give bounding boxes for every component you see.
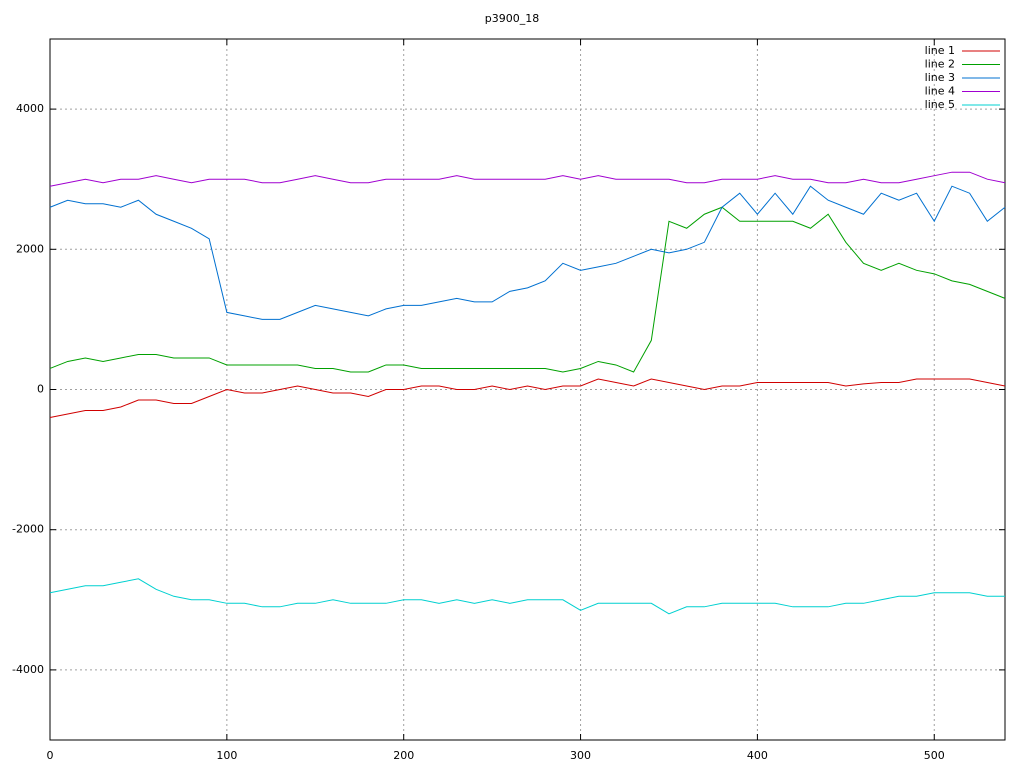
- plot-border: [49, 38, 1006, 741]
- x-tick-label: 100: [216, 749, 237, 762]
- legend-label: line 2: [925, 58, 955, 71]
- x-tick-label: 500: [924, 749, 945, 762]
- legend-label: line 4: [925, 85, 955, 98]
- series-line: [49, 185, 1006, 320]
- series-line: [49, 378, 1006, 419]
- series-line: [49, 578, 1005, 615]
- x-tick-label: 200: [393, 749, 414, 762]
- legend-label: line 3: [925, 71, 955, 84]
- y-tick-label: -4000: [12, 663, 44, 676]
- x-tick-label: 400: [747, 749, 768, 762]
- y-tick-label: 4000: [16, 102, 44, 115]
- x-tick-label: 300: [570, 749, 591, 762]
- legend-label: line 5: [925, 98, 955, 111]
- series-line: [49, 206, 1006, 373]
- y-tick-label: 0: [37, 383, 44, 396]
- series-line: [49, 171, 1006, 187]
- x-tick-label: 0: [47, 749, 54, 762]
- chart-title: p3900_18: [485, 12, 539, 25]
- y-tick-label: -2000: [12, 523, 44, 536]
- legend-label: line 1: [925, 44, 955, 57]
- y-tick-label: 2000: [16, 242, 44, 255]
